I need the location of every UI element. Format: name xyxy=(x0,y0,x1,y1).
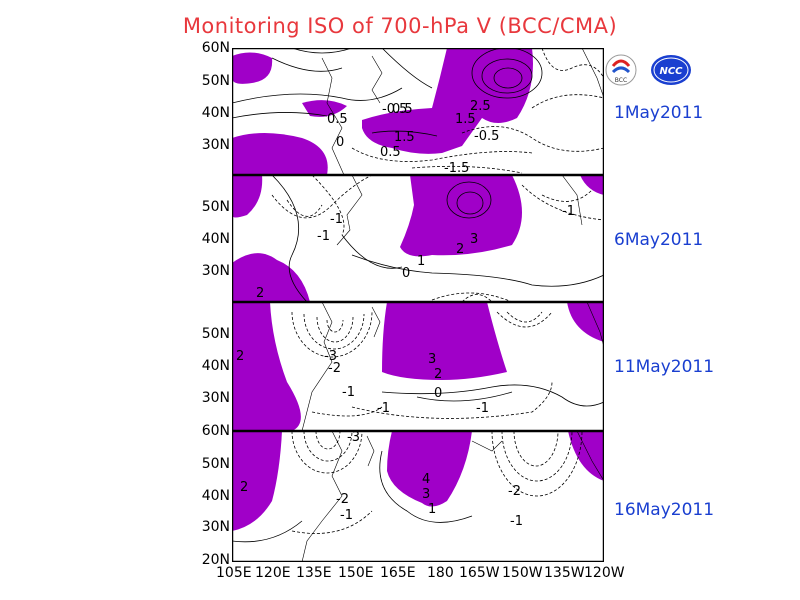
svg-text:NCC: NCC xyxy=(659,66,683,77)
contour-label: -3 xyxy=(347,431,360,445)
contour-label: -0.5 xyxy=(382,102,407,117)
map-panel-1: 0.5 0.5 -0.5 1.5 2.5 1.5 -0.5 0 -1.5 0.5 xyxy=(232,48,604,175)
contour-label: 0 xyxy=(434,386,442,401)
contour-label: -0.5 xyxy=(474,129,499,144)
contour-label: 2 xyxy=(456,242,464,257)
lat-label: 60N xyxy=(201,423,230,439)
contour-label: 2.5 xyxy=(470,99,491,114)
lat-label: 50N xyxy=(201,456,230,472)
lat-label: 20N xyxy=(201,552,230,568)
lon-label: 180 xyxy=(427,565,454,581)
lat-label: 30N xyxy=(201,390,230,406)
contour-label: 0 xyxy=(402,266,410,281)
contour-label: 1.5 xyxy=(394,130,415,145)
map-panel-4: 2 4 3 1 -2 -1 -2 -1 -3 xyxy=(232,431,604,562)
date-label-2: 6May2011 xyxy=(614,230,704,250)
contour-label: -2 xyxy=(336,492,349,507)
contour-label: 0 xyxy=(336,135,344,150)
contour-label: -1 xyxy=(340,508,353,523)
contour-label: -1 xyxy=(330,212,343,227)
contour-label: 0.5 xyxy=(380,145,401,160)
lat-label: 50N xyxy=(201,326,230,342)
contour-label: -1.5 xyxy=(444,161,469,175)
lon-label: 135W xyxy=(544,565,585,581)
lat-label: 40N xyxy=(201,488,230,504)
lon-label: 120W xyxy=(584,565,625,581)
contour-label: 2 xyxy=(236,349,244,364)
contour-label: 0.5 xyxy=(327,112,348,127)
logos: BCC NCC xyxy=(605,54,691,86)
contour-label: -2 xyxy=(508,484,521,499)
lat-label: 40N xyxy=(201,105,230,121)
lon-label: 105E xyxy=(216,565,252,581)
date-label-1: 1May2011 xyxy=(614,103,704,123)
lon-label: 120E xyxy=(255,565,291,581)
contour-label: 4 xyxy=(422,472,430,487)
lon-label: 150E xyxy=(338,565,374,581)
lon-label: 165W xyxy=(459,565,500,581)
lat-label: 40N xyxy=(201,231,230,247)
contour-label: -1 xyxy=(377,401,390,416)
contour-label: -1 xyxy=(317,229,330,244)
contour-label: 1.5 xyxy=(455,112,476,127)
contour-label: 3 xyxy=(422,487,430,502)
page-title: Monitoring ISO of 700-hPa V (BCC/CMA) xyxy=(182,14,618,38)
contour-label: -1 xyxy=(342,385,355,400)
contour-label: -1 xyxy=(562,204,575,219)
lon-label: 165E xyxy=(380,565,416,581)
map-panel-2: -1 -1 2 3 1 0 2 -1 xyxy=(232,175,604,302)
svg-text:BCC: BCC xyxy=(615,77,627,84)
lon-label: 135E xyxy=(296,565,332,581)
date-label-4: 16May2011 xyxy=(614,500,715,520)
lat-label: 50N xyxy=(201,199,230,215)
contour-label: 1 xyxy=(417,254,425,269)
contour-label: 1 xyxy=(428,502,436,517)
lat-label: 30N xyxy=(201,519,230,535)
date-label-3: 11May2011 xyxy=(614,357,715,377)
contour-label: -3 xyxy=(324,349,337,364)
map-panel-3: 2 3 2 -1 -1 -1 0 -2 -3 xyxy=(232,302,604,431)
contour-label: 3 xyxy=(428,352,436,367)
bcc-logo: BCC xyxy=(605,54,637,86)
contour-label: 2 xyxy=(240,480,248,495)
lat-label: 50N xyxy=(201,73,230,89)
contour-label: 3 xyxy=(470,232,478,247)
contour-label: 0.5 xyxy=(392,102,413,117)
contour-label: -2 xyxy=(328,361,341,376)
ncc-logo: NCC xyxy=(651,55,691,85)
lat-label: 60N xyxy=(201,40,230,56)
lat-label: 30N xyxy=(201,263,230,279)
lon-label: 150W xyxy=(502,565,543,581)
contour-label: -1 xyxy=(510,514,523,529)
lat-label: 40N xyxy=(201,358,230,374)
lat-label: 30N xyxy=(201,137,230,153)
contour-label: 2 xyxy=(256,286,264,301)
contour-label: -1 xyxy=(476,401,489,416)
contour-label: 2 xyxy=(434,367,442,382)
